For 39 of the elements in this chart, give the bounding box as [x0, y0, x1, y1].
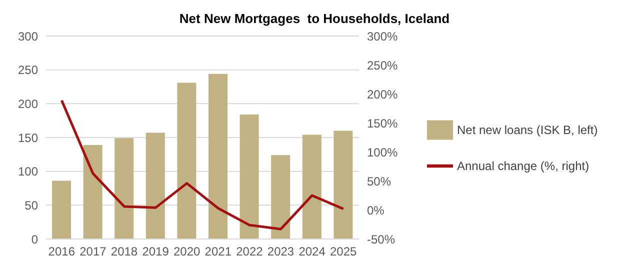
y2-tick-label: 150% [367, 116, 398, 130]
y-tick-label: 300 [18, 29, 38, 44]
y-tick-label: 0 [31, 232, 38, 246]
bar [271, 155, 290, 239]
bar [177, 82, 196, 239]
x-tick-label: 2022 [236, 244, 264, 259]
y2-tick-label: -50% [367, 232, 396, 246]
x-tick-label: 2018 [110, 244, 138, 259]
x-tick-label: 2023 [267, 244, 294, 259]
y2-tick-label: 250% [367, 58, 398, 72]
bar [83, 144, 102, 239]
x-tick-label: 2016 [48, 244, 76, 259]
bar [334, 130, 353, 239]
bar [114, 138, 134, 239]
y2-tick-label: 200% [367, 87, 398, 102]
y-tick-label: 100 [18, 164, 38, 179]
y2-tick-label: 50% [367, 174, 392, 188]
x-tick-label: 2024 [298, 244, 326, 259]
legend-label: Net new loans (ISK B, left) [457, 122, 598, 136]
legend-label: Annual change (%, right) [457, 158, 590, 172]
y2-tick-label: 0% [367, 203, 385, 218]
chart-title: Net New Mortgages to Households, Iceland [178, 10, 451, 28]
bar [208, 74, 228, 239]
x-tick-label: 2020 [174, 244, 201, 259]
bar [302, 134, 322, 239]
bar [52, 180, 71, 239]
y-tick-label: 250 [18, 63, 38, 78]
x-tick-label: 2017 [80, 244, 107, 259]
y2-tick-label: 100% [367, 145, 398, 160]
y-tick-label: 200 [18, 96, 38, 111]
y-tick-label: 150 [18, 130, 38, 145]
bar [146, 132, 165, 239]
bar [240, 114, 259, 239]
x-tick-label: 2025 [330, 244, 358, 259]
y-tick-label: 50 [24, 198, 38, 212]
x-tick-label: 2019 [142, 244, 170, 259]
y2-tick-label: 300% [367, 29, 398, 44]
x-tick-label: 2021 [204, 244, 232, 259]
line-series [60, 99, 345, 230]
